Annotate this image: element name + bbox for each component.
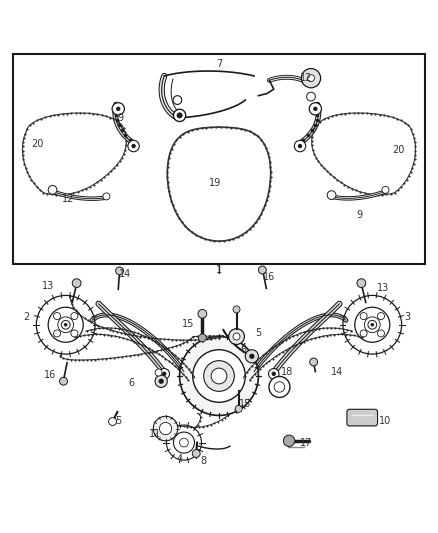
Circle shape <box>159 423 172 435</box>
Circle shape <box>233 306 240 313</box>
Text: 13: 13 <box>377 284 389 293</box>
Circle shape <box>116 267 124 275</box>
Circle shape <box>258 266 266 274</box>
Circle shape <box>294 140 306 152</box>
Circle shape <box>180 336 258 415</box>
Text: 13: 13 <box>42 281 54 291</box>
Circle shape <box>159 378 164 384</box>
Text: 6: 6 <box>128 378 134 389</box>
Circle shape <box>360 330 367 337</box>
Circle shape <box>378 330 385 337</box>
Circle shape <box>112 103 124 115</box>
Circle shape <box>71 330 78 337</box>
Circle shape <box>378 312 385 320</box>
Circle shape <box>153 416 178 441</box>
Circle shape <box>53 312 60 320</box>
Circle shape <box>298 144 302 148</box>
Circle shape <box>310 358 318 366</box>
Text: 20: 20 <box>392 146 405 156</box>
Circle shape <box>382 187 389 193</box>
Circle shape <box>173 109 186 122</box>
Text: 4: 4 <box>177 454 183 464</box>
Text: 15: 15 <box>182 319 194 329</box>
Circle shape <box>327 191 336 199</box>
Text: 8: 8 <box>201 456 207 465</box>
Circle shape <box>307 75 314 82</box>
Text: 17: 17 <box>300 438 313 448</box>
Circle shape <box>371 323 374 327</box>
Circle shape <box>235 405 242 413</box>
Circle shape <box>61 320 70 329</box>
Circle shape <box>268 368 279 379</box>
Circle shape <box>313 107 318 111</box>
Circle shape <box>301 69 321 88</box>
Circle shape <box>204 361 234 391</box>
Circle shape <box>211 368 227 384</box>
Circle shape <box>193 350 245 402</box>
Text: 20: 20 <box>31 139 43 149</box>
Text: 10: 10 <box>379 416 392 426</box>
Text: 1: 1 <box>216 264 222 274</box>
Circle shape <box>109 418 117 425</box>
Circle shape <box>360 312 367 320</box>
Text: 9: 9 <box>356 210 362 220</box>
Text: 12: 12 <box>62 193 74 204</box>
Circle shape <box>131 144 136 148</box>
Text: 5: 5 <box>255 328 261 338</box>
Text: 11: 11 <box>149 429 162 439</box>
Circle shape <box>155 369 162 376</box>
Circle shape <box>155 375 167 387</box>
Circle shape <box>233 333 240 340</box>
Text: 19: 19 <box>208 178 221 188</box>
Circle shape <box>198 310 207 318</box>
Circle shape <box>368 320 377 329</box>
Circle shape <box>60 377 67 385</box>
Circle shape <box>48 185 57 194</box>
Text: 6: 6 <box>240 345 246 355</box>
Text: 5: 5 <box>115 416 121 426</box>
Circle shape <box>283 435 295 447</box>
Circle shape <box>229 329 244 344</box>
Circle shape <box>269 376 290 398</box>
Text: 9: 9 <box>117 112 124 123</box>
Circle shape <box>72 279 81 287</box>
Circle shape <box>173 96 182 104</box>
Circle shape <box>272 372 276 376</box>
Text: 18: 18 <box>281 367 293 377</box>
Circle shape <box>249 354 254 359</box>
Circle shape <box>71 312 78 320</box>
Circle shape <box>116 107 120 111</box>
Circle shape <box>53 330 60 337</box>
Circle shape <box>103 193 110 200</box>
Circle shape <box>245 350 258 363</box>
Circle shape <box>307 92 315 101</box>
Circle shape <box>162 372 166 376</box>
Circle shape <box>357 279 366 287</box>
Text: 3: 3 <box>404 312 410 322</box>
Text: 15: 15 <box>239 399 251 409</box>
Circle shape <box>159 368 170 379</box>
Circle shape <box>274 382 285 392</box>
Circle shape <box>198 334 206 342</box>
Circle shape <box>64 323 67 327</box>
Text: 14: 14 <box>331 367 343 377</box>
Text: 16: 16 <box>263 272 276 282</box>
Bar <box>13 54 425 264</box>
Text: 12: 12 <box>300 73 313 83</box>
Circle shape <box>128 140 139 152</box>
Text: 7: 7 <box>216 59 222 69</box>
Circle shape <box>177 113 182 118</box>
Circle shape <box>192 449 200 457</box>
Text: 14: 14 <box>119 269 131 279</box>
Text: 2: 2 <box>23 312 29 322</box>
Circle shape <box>309 103 321 115</box>
Text: 16: 16 <box>44 370 57 379</box>
FancyBboxPatch shape <box>347 409 378 426</box>
